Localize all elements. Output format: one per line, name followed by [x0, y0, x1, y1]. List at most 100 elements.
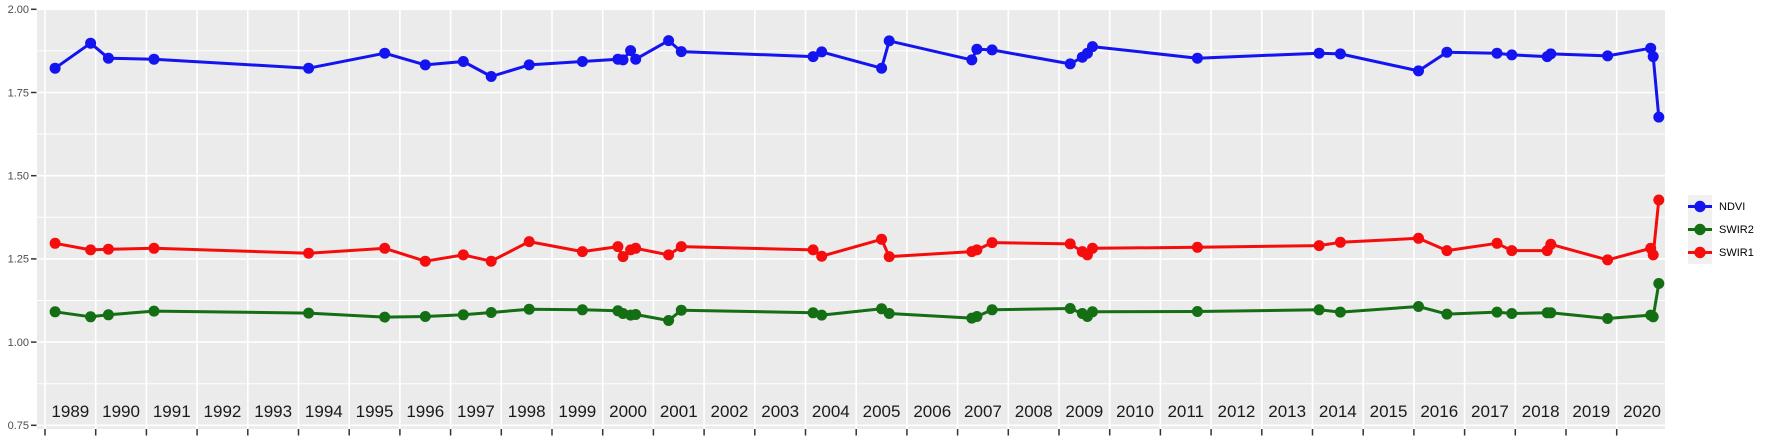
data-point-swir2 — [523, 303, 535, 315]
x-tick-label: 2002 — [711, 402, 749, 421]
data-point-swir1 — [85, 244, 97, 256]
data-point-swir2 — [1334, 306, 1346, 318]
legend-label-swir2: SWIR2 — [1719, 223, 1754, 236]
data-point-swir1 — [1064, 238, 1076, 250]
data-point-ndvi — [1506, 49, 1518, 61]
data-point-ndvi — [303, 62, 315, 74]
data-point-swir2 — [1064, 303, 1076, 314]
x-tick-label: 2012 — [1218, 402, 1256, 421]
data-point-swir2 — [85, 311, 97, 323]
y-tick-label: 1.00 — [8, 337, 29, 349]
data-point-ndvi — [1334, 48, 1346, 60]
data-point-swir1 — [1647, 249, 1659, 261]
x-tick-label: 2010 — [1116, 402, 1154, 421]
x-tick-label: 1993 — [254, 402, 292, 421]
legend-label-swir1: SWIR1 — [1719, 246, 1754, 259]
data-point-swir2 — [1191, 306, 1203, 317]
series-swir1 — [49, 194, 1665, 267]
y-tick-label: 2.00 — [8, 4, 29, 16]
data-point-swir1 — [663, 249, 675, 261]
data-point-ndvi — [49, 62, 61, 74]
data-point-swir1 — [1653, 194, 1665, 206]
data-point-swir2 — [816, 309, 828, 321]
data-point-swir2 — [303, 307, 315, 319]
data-point-ndvi — [419, 59, 431, 71]
data-point-swir1 — [876, 233, 888, 245]
x-tick-label: 2007 — [964, 402, 1002, 421]
data-point-ndvi — [102, 52, 114, 64]
data-point-swir2 — [1506, 308, 1518, 319]
legend-key-swir1-icon — [1688, 241, 1712, 264]
data-point-ndvi — [576, 56, 588, 67]
y-tick-label: 1.25 — [8, 254, 29, 266]
data-point-swir2 — [1413, 301, 1424, 312]
data-point-swir1 — [1545, 238, 1557, 250]
x-tick-label: 2016 — [1420, 402, 1458, 421]
x-tick-label: 2011 — [1167, 402, 1204, 421]
x-tick-label: 1996 — [406, 402, 444, 421]
data-point-ndvi — [1645, 42, 1657, 54]
data-point-ndvi — [1602, 50, 1614, 62]
plot-panel — [37, 10, 1665, 429]
data-point-swir1 — [986, 237, 998, 249]
data-point-swir1 — [971, 244, 983, 256]
data-point-ndvi — [1191, 52, 1203, 64]
x-tick-label: 1994 — [305, 402, 343, 421]
legend-label-ndvi: NDVI — [1719, 200, 1746, 213]
data-point-swir1 — [630, 242, 642, 254]
data-point-swir2 — [883, 308, 895, 319]
x-gridlines — [44, 10, 1618, 429]
x-tick-label: 2015 — [1370, 402, 1408, 421]
data-point-swir1 — [523, 236, 535, 248]
y-tick-label: 1.50 — [8, 171, 29, 183]
data-point-swir1 — [576, 246, 588, 258]
data-point-ndvi — [85, 37, 97, 49]
data-point-ndvi — [816, 46, 828, 58]
data-point-swir2 — [986, 304, 998, 316]
data-point-ndvi — [625, 45, 637, 57]
data-point-swir2 — [485, 307, 497, 318]
data-point-swir1 — [1413, 232, 1424, 244]
x-tick-label: 2001 — [660, 402, 698, 421]
x-tick-label: 2014 — [1319, 402, 1357, 421]
x-tick-label: 1989 — [51, 402, 89, 421]
data-point-swir1 — [1191, 241, 1203, 253]
x-tick-label: 2020 — [1623, 402, 1661, 421]
data-point-ndvi — [1413, 65, 1424, 77]
data-point-swir2 — [1087, 306, 1098, 318]
data-point-swir2 — [663, 315, 675, 326]
x-tick-label: 1995 — [356, 402, 394, 421]
x-tick-label: 1992 — [204, 402, 242, 421]
data-point-ndvi — [971, 43, 983, 55]
y-gridlines-minor — [37, 50, 1665, 385]
data-point-swir2 — [102, 309, 114, 321]
data-point-swir2 — [148, 305, 160, 317]
x-tick-label: 2019 — [1572, 402, 1610, 421]
data-point-ndvi — [1491, 47, 1503, 59]
y-gridlines-major — [37, 8, 1665, 427]
legend-key-ndvi-icon — [1688, 195, 1712, 218]
data-point-swir1 — [1313, 240, 1325, 252]
data-point-ndvi — [986, 44, 998, 56]
data-point-swir1 — [49, 237, 61, 249]
x-tick-label: 2003 — [761, 402, 799, 421]
data-point-ndvi — [807, 51, 819, 63]
data-point-swir2 — [1653, 278, 1665, 289]
data-point-swir2 — [630, 309, 642, 320]
data-point-ndvi — [1441, 46, 1453, 58]
data-point-ndvi — [1064, 58, 1076, 70]
data-point-ndvi — [876, 62, 888, 74]
legend-item-ndvi: NDVI — [1688, 195, 1754, 218]
data-point-ndvi — [485, 71, 497, 82]
data-point-ndvi — [523, 59, 535, 71]
data-point-swir2 — [807, 307, 819, 319]
data-point-swir2 — [457, 309, 469, 321]
legend-item-swir1: SWIR1 — [1688, 241, 1754, 264]
data-point-swir1 — [883, 251, 895, 263]
data-point-ndvi — [675, 46, 687, 58]
data-point-swir2 — [1647, 311, 1659, 323]
data-point-swir1 — [617, 251, 629, 263]
x-tick-label: 1998 — [508, 402, 546, 421]
